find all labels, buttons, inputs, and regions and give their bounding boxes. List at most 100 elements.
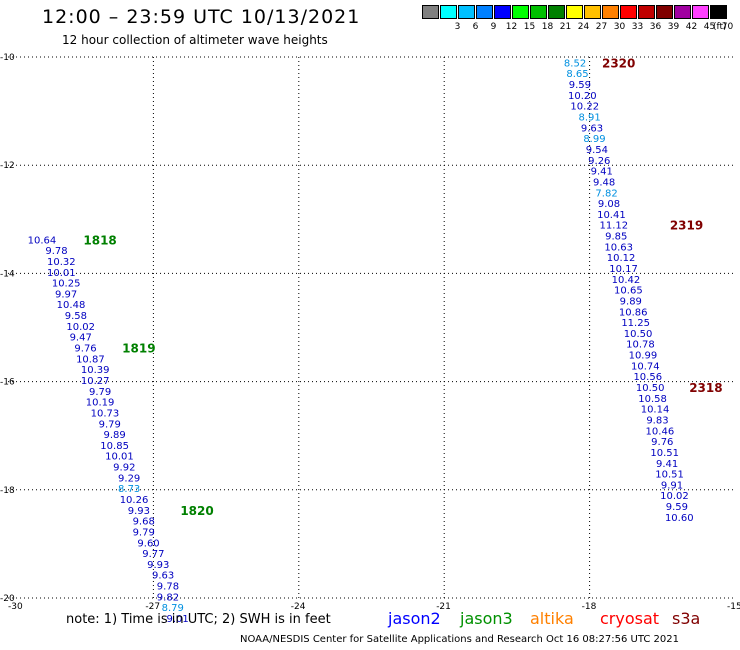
wave-height-value: 10.78 bbox=[626, 340, 655, 351]
wave-height-value: 10.50 bbox=[624, 329, 653, 340]
wave-height-value: 9.78 bbox=[45, 246, 67, 257]
wave-height-value: 10.58 bbox=[638, 394, 667, 405]
legend-label: 15 bbox=[523, 22, 536, 32]
x-tick-label: -24 bbox=[291, 602, 306, 612]
legend-swatch bbox=[584, 5, 601, 19]
wave-height-value: 9.08 bbox=[598, 199, 620, 210]
wave-height-value: 9.89 bbox=[620, 296, 642, 307]
wave-height-value: 8.79 bbox=[162, 603, 184, 614]
wave-height-value: 10.20 bbox=[568, 91, 597, 102]
legend-swatch bbox=[476, 5, 493, 19]
wave-height-value: 9.76 bbox=[651, 437, 673, 448]
wave-height-value: 9.91 bbox=[661, 480, 683, 491]
legend-unit: (ft) bbox=[713, 22, 727, 32]
legend-label: 30 bbox=[613, 22, 626, 32]
legend-swatch bbox=[548, 5, 565, 19]
legend-label: 24 bbox=[577, 22, 590, 32]
wave-height-value: 8.65 bbox=[566, 69, 588, 80]
wave-height-value: 9.82 bbox=[157, 592, 179, 603]
wave-height-value: 10.85 bbox=[100, 441, 129, 452]
legend-swatch bbox=[440, 5, 457, 19]
wave-height-value: 10.39 bbox=[81, 365, 110, 376]
wave-height-value: 9.48 bbox=[593, 177, 615, 188]
wave-height-value: 10.25 bbox=[52, 279, 81, 290]
wave-height-value: 9.85 bbox=[605, 232, 627, 243]
wave-height-value: 7.82 bbox=[595, 188, 617, 199]
wave-height-value: 10.46 bbox=[646, 426, 675, 437]
legend-label: 42 bbox=[685, 22, 698, 32]
wave-height-value: 9.93 bbox=[147, 560, 169, 571]
pass-time-label: 1819 bbox=[122, 342, 155, 356]
footer-credit: NOAA/NESDIS Center for Satellite Applica… bbox=[240, 634, 679, 645]
legend-swatch bbox=[656, 5, 673, 19]
map-subtitle: 12 hour collection of altimeter wave hei… bbox=[62, 33, 328, 47]
legend-label: 70 bbox=[721, 22, 734, 32]
wave-height-value: 9.29 bbox=[118, 473, 140, 484]
x-tick-label: -27 bbox=[145, 602, 160, 612]
legend-swatch bbox=[674, 5, 691, 19]
wave-height-value: 9.79 bbox=[89, 387, 111, 398]
wave-height-value: 9.60 bbox=[137, 538, 159, 549]
legend-swatch bbox=[512, 5, 529, 19]
wave-height-value: 8.73 bbox=[118, 484, 140, 495]
legend-label: 39 bbox=[667, 22, 680, 32]
wave-height-value: 9.68 bbox=[133, 517, 155, 528]
legend-label: 3 bbox=[454, 22, 461, 32]
wave-height-value: 10.65 bbox=[614, 286, 643, 297]
pass-time-label: 2318 bbox=[689, 381, 722, 395]
legend-label: 9 bbox=[490, 22, 497, 32]
wave-height-value: 10.73 bbox=[91, 408, 120, 419]
wave-height-value: 9.58 bbox=[65, 311, 87, 322]
legend-swatch bbox=[566, 5, 583, 19]
legend-swatch bbox=[620, 5, 637, 19]
wave-height-value: 9.01 bbox=[167, 614, 189, 625]
pass-time-label: 1818 bbox=[83, 233, 116, 247]
legend-label: 45 bbox=[703, 22, 716, 32]
satellite-name: jason2 bbox=[388, 609, 441, 628]
wave-height-value: 9.41 bbox=[656, 459, 678, 470]
wave-height-value: 10.87 bbox=[76, 354, 105, 365]
legend-label: 27 bbox=[595, 22, 608, 32]
wave-height-value: 9.93 bbox=[128, 506, 150, 517]
legend-swatch bbox=[494, 5, 511, 19]
wave-height-value: 9.63 bbox=[581, 123, 603, 134]
satellite-name: cryosat bbox=[600, 609, 660, 628]
wave-height-value: 9.59 bbox=[569, 80, 591, 91]
wave-height-value: 10.60 bbox=[665, 513, 694, 524]
y-tick-label: -10 bbox=[0, 53, 15, 63]
legend-swatch bbox=[692, 5, 709, 19]
wave-height-value: 10.64 bbox=[28, 235, 57, 246]
wave-height-value: 10.41 bbox=[597, 210, 626, 221]
wave-height-value: 10.51 bbox=[650, 448, 679, 459]
wave-height-value: 10.12 bbox=[607, 253, 636, 264]
wave-height-value: 9.92 bbox=[113, 463, 135, 474]
wave-height-value: 9.76 bbox=[74, 344, 96, 355]
wave-height-value: 10.42 bbox=[612, 275, 641, 286]
pass-time-label: 2319 bbox=[670, 219, 703, 233]
wave-height-value: 9.59 bbox=[666, 502, 688, 513]
wave-height-value: 10.27 bbox=[81, 376, 110, 387]
satellite-name: altika bbox=[530, 609, 574, 628]
wave-height-value: 10.26 bbox=[120, 495, 149, 506]
wave-height-value: 9.79 bbox=[99, 419, 121, 430]
y-tick-label: -18 bbox=[0, 486, 15, 496]
wave-height-value: 10.63 bbox=[604, 242, 633, 253]
wave-height-value: 9.78 bbox=[157, 582, 179, 593]
y-tick-label: -20 bbox=[0, 594, 15, 604]
wave-height-value: 11.25 bbox=[621, 318, 650, 329]
wave-height-value: 8.52 bbox=[564, 58, 586, 69]
wave-height-value: 9.97 bbox=[55, 289, 77, 300]
wave-height-value: 9.79 bbox=[133, 527, 155, 538]
wave-height-value: 10.19 bbox=[86, 398, 115, 409]
legend-swatch bbox=[530, 5, 547, 19]
wave-height-value: 10.02 bbox=[66, 322, 95, 333]
map-title: 12:00 – 23:59 UTC 10/13/2021 bbox=[42, 6, 361, 28]
legend-swatch bbox=[458, 5, 475, 19]
legend-swatch bbox=[638, 5, 655, 19]
wave-height-value: 10.01 bbox=[105, 452, 134, 463]
x-tick-label: -21 bbox=[436, 602, 451, 612]
satellite-name: s3a bbox=[672, 609, 701, 628]
wave-height-value: 9.26 bbox=[588, 156, 610, 167]
legend-swatch bbox=[710, 5, 727, 19]
